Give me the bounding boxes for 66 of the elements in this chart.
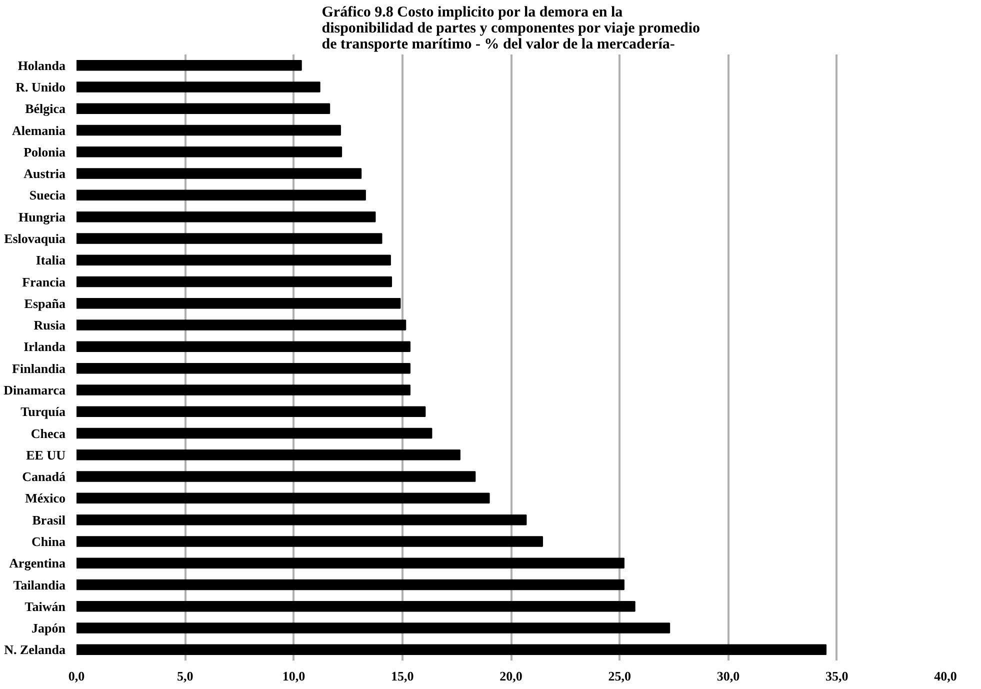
y-tick-label: Checa (30, 426, 66, 441)
bar (76, 320, 406, 330)
x-tick-label: 20,0 (500, 668, 522, 684)
y-tick-label: N. Zelanda (4, 642, 66, 658)
y-tick-label: Italia (36, 252, 66, 268)
bar (76, 60, 302, 71)
bar (76, 298, 401, 309)
bar (76, 124, 341, 136)
y-tick-label: Eslovaquia (4, 230, 66, 246)
x-tick-label: 25,0 (608, 668, 631, 684)
bar (76, 514, 527, 526)
y-tick-label: México (25, 490, 66, 506)
bar (76, 362, 410, 374)
y-tick-label: Polonia (24, 144, 66, 160)
x-tick-label: 40,0 (934, 668, 957, 684)
y-tick-label: Suecia (29, 188, 66, 203)
bar (76, 146, 342, 158)
bar (76, 428, 432, 439)
bar (76, 579, 624, 590)
bar (76, 82, 320, 92)
x-tick-label: 0,0 (68, 668, 85, 684)
bar (76, 276, 392, 288)
bar (76, 558, 624, 568)
bar (76, 211, 376, 222)
x-tick-label: 35,0 (826, 668, 848, 684)
y-tick-label: Japón (32, 620, 66, 636)
y-tick-label: Dinamarca (4, 382, 66, 398)
y-tick-label: Finlandia (12, 360, 66, 376)
y-tick-label: Alemania (12, 122, 66, 138)
bar (76, 622, 670, 634)
bar (76, 450, 460, 460)
x-tick-label: 5,0 (177, 668, 194, 684)
bar (76, 254, 391, 266)
y-tick-label: EE UU (26, 447, 66, 462)
y-tick-label: Tailandia (13, 577, 66, 592)
y-tick-label: Hungria (18, 209, 66, 224)
x-tick-label: 15,0 (391, 668, 414, 684)
y-tick-label: R. Unido (16, 79, 66, 94)
y-tick-label: China (32, 534, 66, 549)
y-tick-label: Rusia (34, 318, 66, 333)
y-tick-label: España (24, 296, 66, 311)
x-tick-label: 30,0 (716, 668, 740, 684)
bar (76, 233, 382, 244)
bar (76, 384, 410, 396)
y-tick-label: Holanda (18, 58, 66, 73)
bar (76, 190, 366, 201)
bar (76, 168, 362, 179)
bar (76, 406, 426, 417)
x-tick-label: 10,0 (282, 668, 306, 684)
bar (76, 492, 490, 504)
y-tick-label: Turquía (20, 404, 66, 420)
y-tick-label: Taiwán (24, 598, 66, 614)
y-tick-label: Bélgica (25, 101, 66, 116)
y-tick-label: Brasil (32, 512, 66, 528)
chart-title: Gráfico 9.8 Costo implicito por la demora en la disponibilidad de partes y componentes por viaje promedio de transporte marítimo - % del valor de la mercadería- (322, 4, 700, 52)
bar (76, 644, 827, 656)
y-tick-label: Canadá (22, 469, 66, 484)
y-tick-label: Francia (22, 274, 66, 290)
y-tick-label: Austria (24, 166, 66, 182)
bar (76, 103, 330, 114)
bar (76, 536, 543, 547)
y-tick-label: Irlanda (24, 339, 66, 354)
y-tick-label: Argentina (9, 556, 66, 571)
bar (76, 471, 476, 482)
bar (76, 601, 636, 612)
bar (76, 341, 410, 352)
